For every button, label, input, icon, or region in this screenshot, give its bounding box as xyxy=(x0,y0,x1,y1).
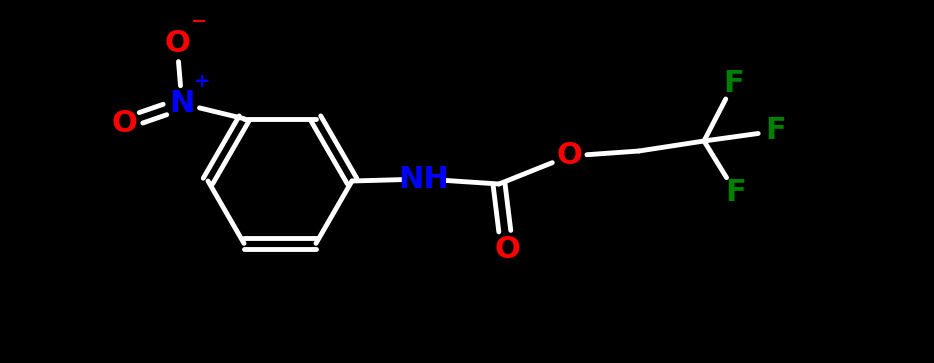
Text: −: − xyxy=(191,12,207,31)
Text: N: N xyxy=(169,89,194,118)
Text: NH: NH xyxy=(399,164,449,193)
Text: F: F xyxy=(724,69,744,98)
Text: F: F xyxy=(766,117,786,146)
Text: O: O xyxy=(494,234,520,264)
Text: O: O xyxy=(111,109,137,138)
Text: F: F xyxy=(726,179,746,208)
Text: +: + xyxy=(193,72,210,91)
Text: O: O xyxy=(556,142,582,171)
Text: O: O xyxy=(164,29,190,58)
